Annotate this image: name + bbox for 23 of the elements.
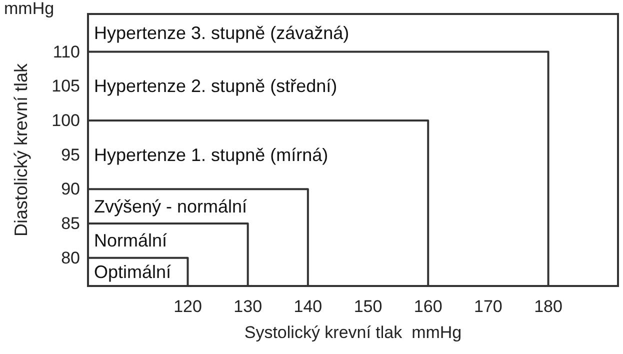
annotation: Normální bbox=[94, 230, 168, 251]
y-tick-label: 80 bbox=[61, 248, 80, 268]
x-tick-label: 130 bbox=[234, 297, 262, 316]
annotation: Optimální bbox=[94, 262, 172, 282]
text: mmHg bbox=[4, 0, 54, 18]
y-tick-label: 85 bbox=[61, 214, 80, 233]
annotation: Zvýšený - normální bbox=[94, 196, 248, 216]
x-tick-label: 160 bbox=[414, 297, 442, 316]
y-tick-label: 105 bbox=[52, 76, 80, 96]
y-axis-title: Diastolický krevní tlak bbox=[11, 62, 31, 237]
y-tick-label: 110 bbox=[52, 42, 80, 62]
annotation: Hypertenze 3. stupně (závažná) bbox=[94, 22, 350, 43]
x-tick-label: 180 bbox=[534, 297, 562, 316]
x-tick-label: 140 bbox=[294, 297, 322, 316]
annotation: Hypertenze 2. stupně (střední) bbox=[94, 76, 338, 96]
y-tick-label: 100 bbox=[52, 110, 80, 130]
x-tick-label: 170 bbox=[474, 297, 502, 316]
annotation: Hypertenze 1. stupně (mírná) bbox=[94, 144, 328, 165]
x-tick-label: 120 bbox=[174, 297, 202, 316]
x-tick-label: 150 bbox=[354, 297, 382, 316]
y-tick-label: 95 bbox=[61, 145, 80, 164]
y-tick-label: 90 bbox=[61, 180, 80, 199]
x-axis-title: Systolický krevní tlak mmHg bbox=[244, 323, 462, 342]
